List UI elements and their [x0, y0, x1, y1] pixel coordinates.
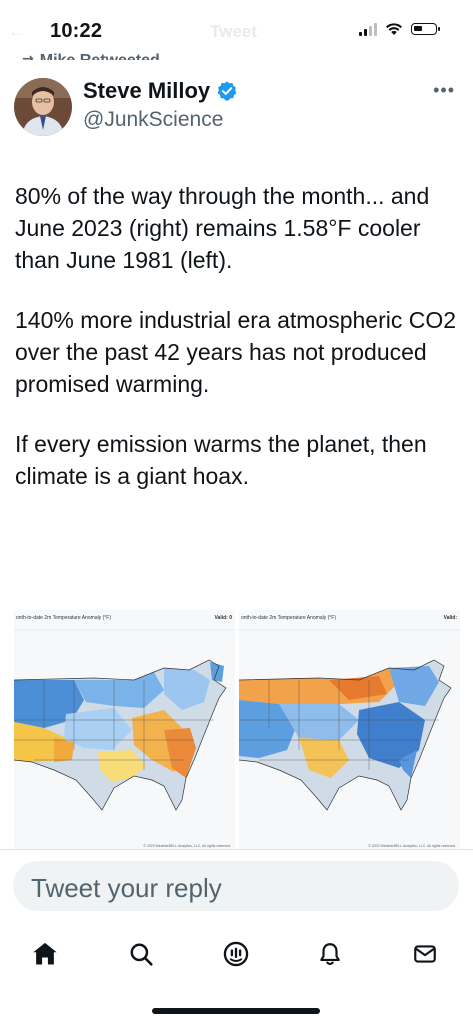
author-handle[interactable]: @JunkScience	[83, 108, 224, 131]
header-title: Tweet	[210, 22, 257, 41]
map-credit: © 2023 WeatherBELL Analytics, LLC. All r…	[143, 844, 231, 848]
author-name-text: Steve Milloy	[83, 78, 211, 103]
author-name[interactable]: Steve Milloy	[83, 78, 238, 104]
media-image-june-1981[interactable]: onth-to-date 2m Temperature Anomaly (°F)…	[14, 610, 236, 850]
more-options-icon[interactable]: •••	[433, 80, 455, 100]
reply-input[interactable]: Tweet your reply	[13, 861, 459, 911]
search-icon[interactable]	[123, 936, 159, 972]
status-time: 10:22	[50, 20, 103, 42]
retweet-label: Mike Retweeted	[40, 52, 160, 60]
tweet-paragraph: 140% more industrial era atmospheric CO2…	[15, 307, 457, 397]
map-title: onth-to-date 2m Temperature Anomaly (°F)	[241, 615, 337, 621]
battery-icon	[411, 23, 440, 35]
media-image-june-2023[interactable]: onth-to-date 2m Temperature Anomaly (°F)…	[239, 610, 461, 850]
map-credit: © 2023 WeatherBELL Analytics, LLC. All r…	[368, 844, 456, 848]
tweet-paragraph: 80% of the way through the month... and …	[15, 183, 430, 273]
map-valid-label: Valid:	[443, 615, 457, 621]
retweet-header[interactable]: ⇄ Mike Retweeted	[22, 48, 160, 60]
tweet-text: 80% of the way through the month... and …	[15, 180, 460, 520]
map-valid-label: Valid: 0	[214, 615, 232, 621]
notifications-icon[interactable]	[312, 936, 348, 972]
home-indicator[interactable]	[152, 1008, 320, 1014]
wifi-icon	[386, 23, 402, 35]
back-arrow-icon[interactable]: ←	[8, 22, 25, 41]
tweet-media: onth-to-date 2m Temperature Anomaly (°F)…	[14, 610, 472, 850]
verified-badge-icon	[217, 81, 237, 101]
home-icon[interactable]	[27, 936, 63, 972]
status-icons	[359, 22, 440, 36]
divider	[0, 849, 473, 850]
status-bar: ← 10:22 Tweet	[0, 0, 473, 62]
spaces-icon[interactable]	[218, 936, 254, 972]
cellular-signal-icon	[359, 22, 377, 36]
tweet-paragraph: If every emission warms the planet, then…	[15, 431, 427, 489]
retweet-icon: ⇄	[22, 52, 34, 60]
avatar[interactable]	[14, 78, 72, 136]
map-title: onth-to-date 2m Temperature Anomaly (°F)	[16, 615, 112, 621]
messages-icon[interactable]	[407, 936, 443, 972]
reply-placeholder: Tweet your reply	[31, 873, 222, 903]
bottom-tab-bar	[0, 930, 473, 980]
